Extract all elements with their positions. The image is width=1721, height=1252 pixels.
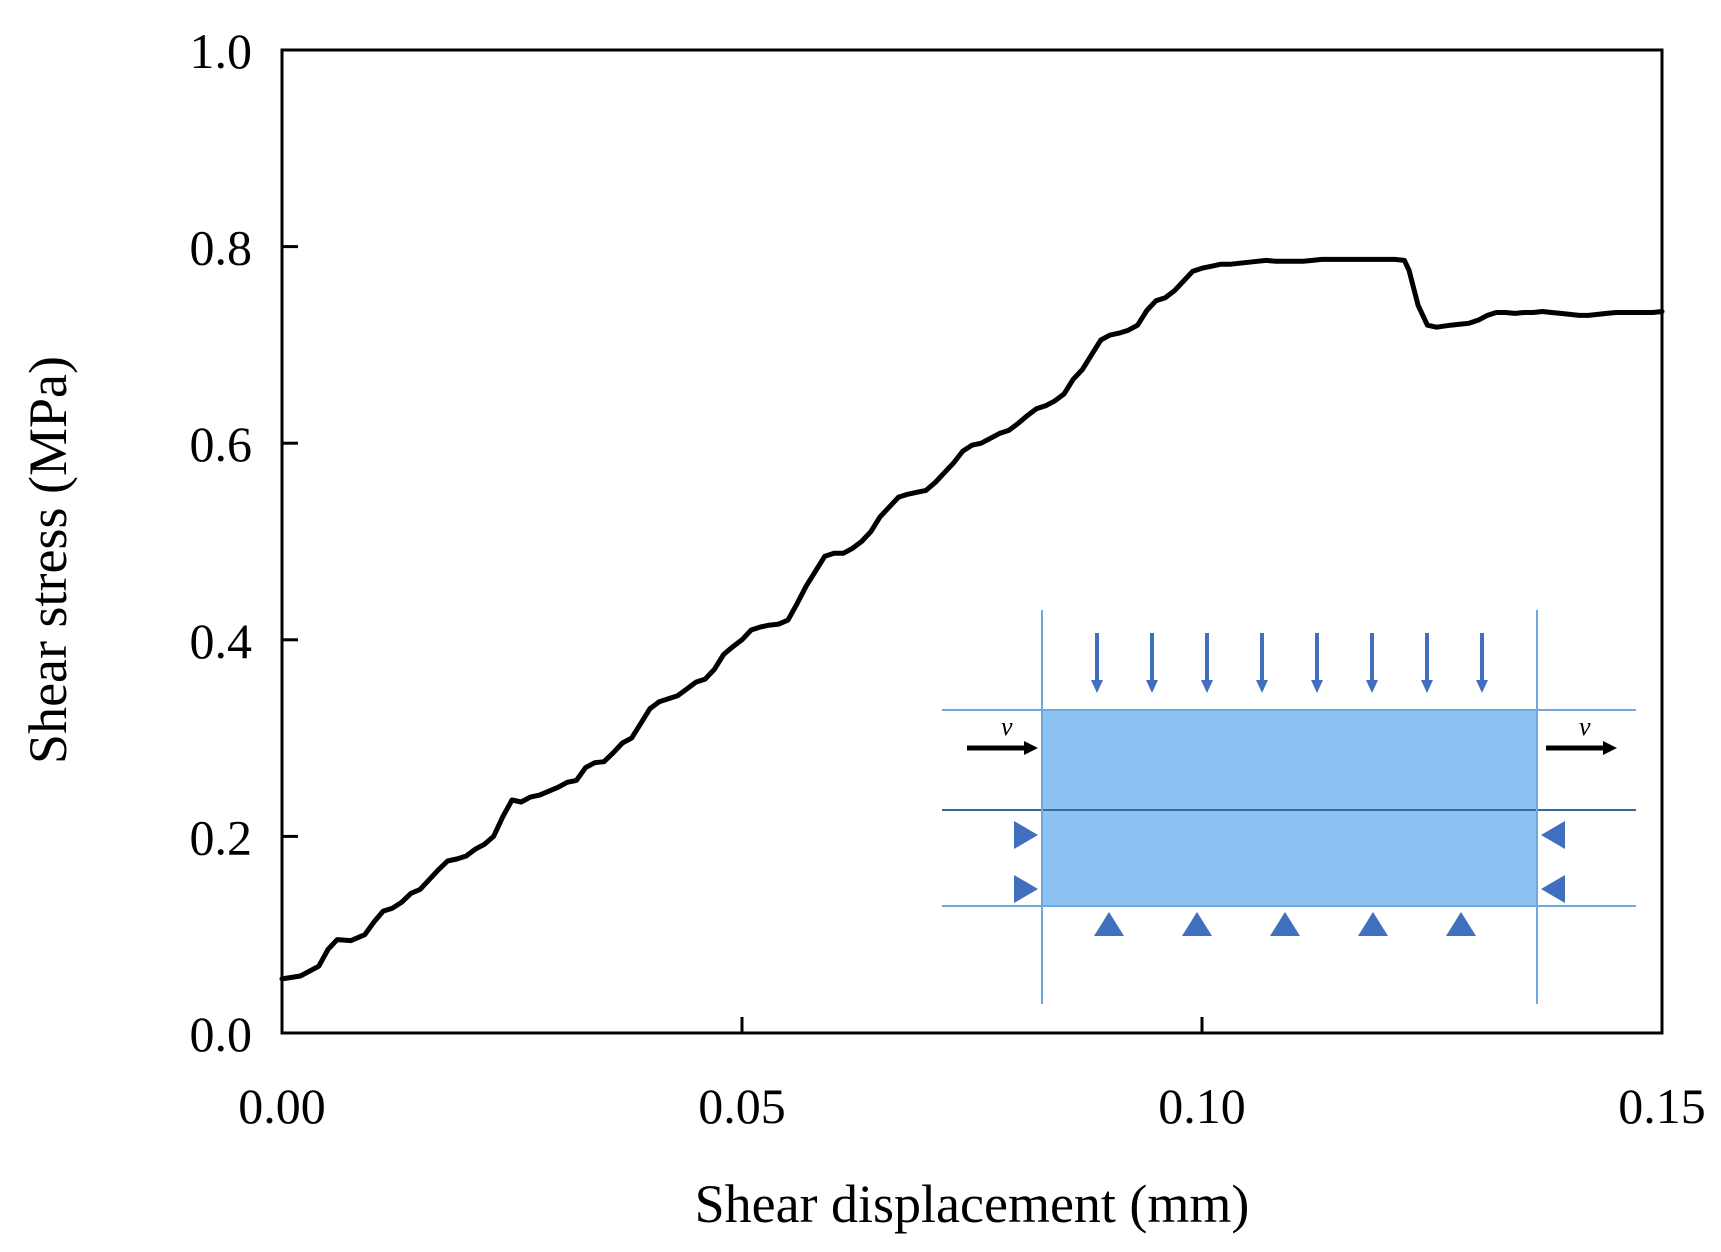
load-arrow-icon [1201,633,1213,693]
x-tick-label: 0.10 [1158,1078,1246,1134]
y-tick-label: 0.8 [190,220,253,276]
bottom-support-icon [1270,912,1300,936]
specimen-block [1042,710,1537,906]
bottom-support-icon [1094,912,1124,936]
right-support-icon [1541,875,1565,903]
velocity-label-right: v [1579,712,1591,741]
bottom-support-icon [1182,912,1212,936]
y-tick-label: 0.2 [190,809,253,865]
velocity-arrow-right [1546,741,1617,755]
left-support-icon [1014,821,1038,849]
y-tick-label: 0.0 [190,1006,253,1062]
support-triangles [1014,821,1565,936]
load-arrow-icon [1311,633,1323,693]
y-axis-ticks: 0.0 0.2 0.4 0.6 0.8 1.0 [190,23,298,1062]
x-tick-label: 0.05 [698,1078,786,1134]
y-tick-label: 1.0 [190,23,253,79]
x-tick-label: 0.00 [238,1078,326,1134]
load-arrow-icon [1256,633,1268,693]
velocity-arrow-left [967,741,1038,755]
load-arrow-icon [1421,633,1433,693]
y-axis-title: Shear stress (MPa) [18,356,78,764]
x-axis-ticks: 0.00 0.05 0.10 0.15 [238,1017,1706,1134]
x-tick-label: 0.15 [1618,1078,1706,1134]
load-arrow-icon [1091,633,1103,693]
y-tick-label: 0.4 [190,613,253,669]
direct-shear-inset-diagram: v v [932,602,1636,1014]
load-arrow-icon [1146,633,1158,693]
load-arrow-icon [1366,633,1378,693]
right-support-icon [1541,821,1565,849]
left-support-icon [1014,875,1038,903]
bottom-support-icon [1446,912,1476,936]
plot-area-frame [280,48,1664,1035]
normal-load-arrows [1091,633,1488,693]
x-axis-title: Shear displacement (mm) [695,1174,1250,1234]
load-arrow-icon [1476,633,1488,693]
shear-stress-series-line [279,256,1665,982]
y-tick-label: 0.6 [190,416,253,472]
velocity-label-left: v [1001,712,1013,741]
bottom-support-icon [1358,912,1388,936]
